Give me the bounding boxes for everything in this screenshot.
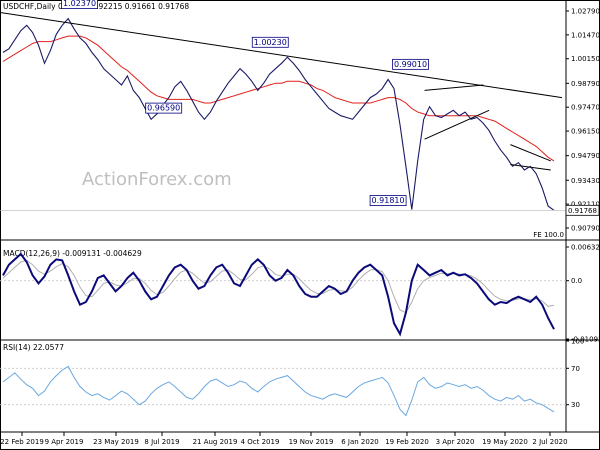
price-annotation-box [145, 102, 183, 114]
price-y-tick-label: 0.97470 [571, 104, 600, 112]
price-y-tick-label: 0.94790 [571, 152, 600, 160]
price-annotation-label: 1.00230 [254, 38, 287, 47]
price-annotation-box [61, 0, 98, 9]
price-y-tick-label: 0.96150 [571, 128, 600, 136]
x-tick-label: 3 Apr 2020 [436, 438, 475, 446]
price-y-tick-label: 1.01470 [571, 31, 600, 39]
price-annotation-box [251, 36, 289, 48]
fe-label: FE 100.0 [533, 231, 564, 239]
x-tick-label: 6 Jan 2020 [341, 438, 379, 446]
rsi-y-tick-label: 70 [571, 365, 580, 373]
macd-y-tick-label: 0.006321 [571, 244, 600, 252]
rsi-y-tick-label: 100 [571, 338, 584, 346]
x-tick-label: 19 Nov 2019 [289, 438, 334, 446]
macd-signal-line [2, 259, 555, 314]
x-tick-label: 4 Oct 2019 [241, 438, 280, 446]
price-annotation-label: 0.91810 [372, 196, 405, 205]
price-y-tick-label: 0.92110 [571, 201, 600, 209]
watermark: ActionForex.com [82, 169, 232, 190]
macd-y-tick-label: 0.0 [571, 277, 582, 285]
price-y-tick-label: 1.00150 [571, 55, 600, 63]
price-line [2, 17, 555, 211]
trendline [424, 109, 490, 140]
x-tick-label: 22 Feb 2019 [0, 438, 44, 446]
trendline [0, 12, 563, 99]
trendline [510, 164, 551, 171]
x-tick-label: 8 Jul 2019 [144, 438, 179, 446]
macd-panel-title: MACD(12,26,9) -0.009131 -0.004629 [3, 249, 142, 258]
rsi-y-tick-label: 30 [571, 401, 580, 409]
x-tick-label: 23 May 2019 [93, 438, 139, 446]
last-price-label: 0.91768 [568, 207, 597, 215]
x-tick-label: 9 Apr 2019 [45, 438, 84, 446]
trendline [424, 84, 484, 91]
macd-line [2, 252, 555, 337]
x-tick-label: 2 Jul 2020 [532, 438, 567, 446]
macd-y-tick-label: -0.010939 [571, 336, 600, 344]
x-tick-label: 19 May 2020 [482, 438, 528, 446]
price-y-tick-label: 0.93430 [571, 177, 600, 185]
price-y-tick-label: 1.02790 [571, 8, 600, 16]
moving-average-line [2, 35, 555, 162]
x-tick-label: 19 Feb 2020 [385, 438, 429, 446]
price-annotation-box [392, 58, 429, 70]
price-y-tick-label: 0.90790 [571, 225, 600, 233]
x-tick-label: 21 Aug 2019 [193, 438, 238, 446]
last-price-box [565, 204, 600, 216]
price-y-tick-label: 0.98790 [571, 80, 600, 88]
price-annotation-label: 1.02370 [63, 0, 96, 8]
trendline [510, 144, 551, 162]
price-annotation-box [369, 195, 407, 206]
rsi-line [2, 365, 555, 417]
rsi-panel-title: RSI(14) 22.0577 [3, 343, 64, 352]
price-annotation-label: 0.99010 [394, 60, 427, 69]
price-annotation-label: 0.96590 [147, 104, 180, 113]
